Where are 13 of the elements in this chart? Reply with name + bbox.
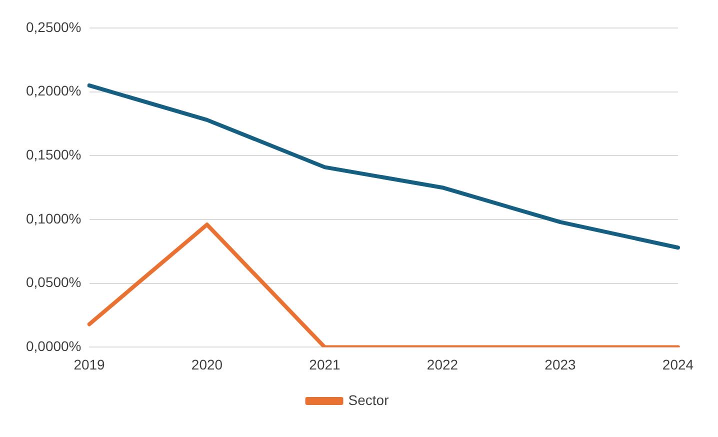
x-tick-label: 2019 <box>74 356 106 372</box>
y-tick-label: 0,0000% <box>26 338 82 354</box>
y-tick-label: 0,1000% <box>26 210 82 226</box>
x-tick-label: 2023 <box>544 356 576 372</box>
y-tick-label: 0,1500% <box>26 146 82 163</box>
y-tick-label: 0,0500% <box>26 274 82 290</box>
x-tick-label: 2020 <box>191 356 223 372</box>
legend-label: Sector <box>348 392 390 408</box>
x-tick-label: 2024 <box>662 356 694 372</box>
x-tick-label: 2021 <box>309 356 341 372</box>
y-tick-label: 0,2500% <box>26 18 82 35</box>
y-tick-label: 0,2000% <box>26 82 82 99</box>
x-tick-label: 2022 <box>426 356 458 372</box>
